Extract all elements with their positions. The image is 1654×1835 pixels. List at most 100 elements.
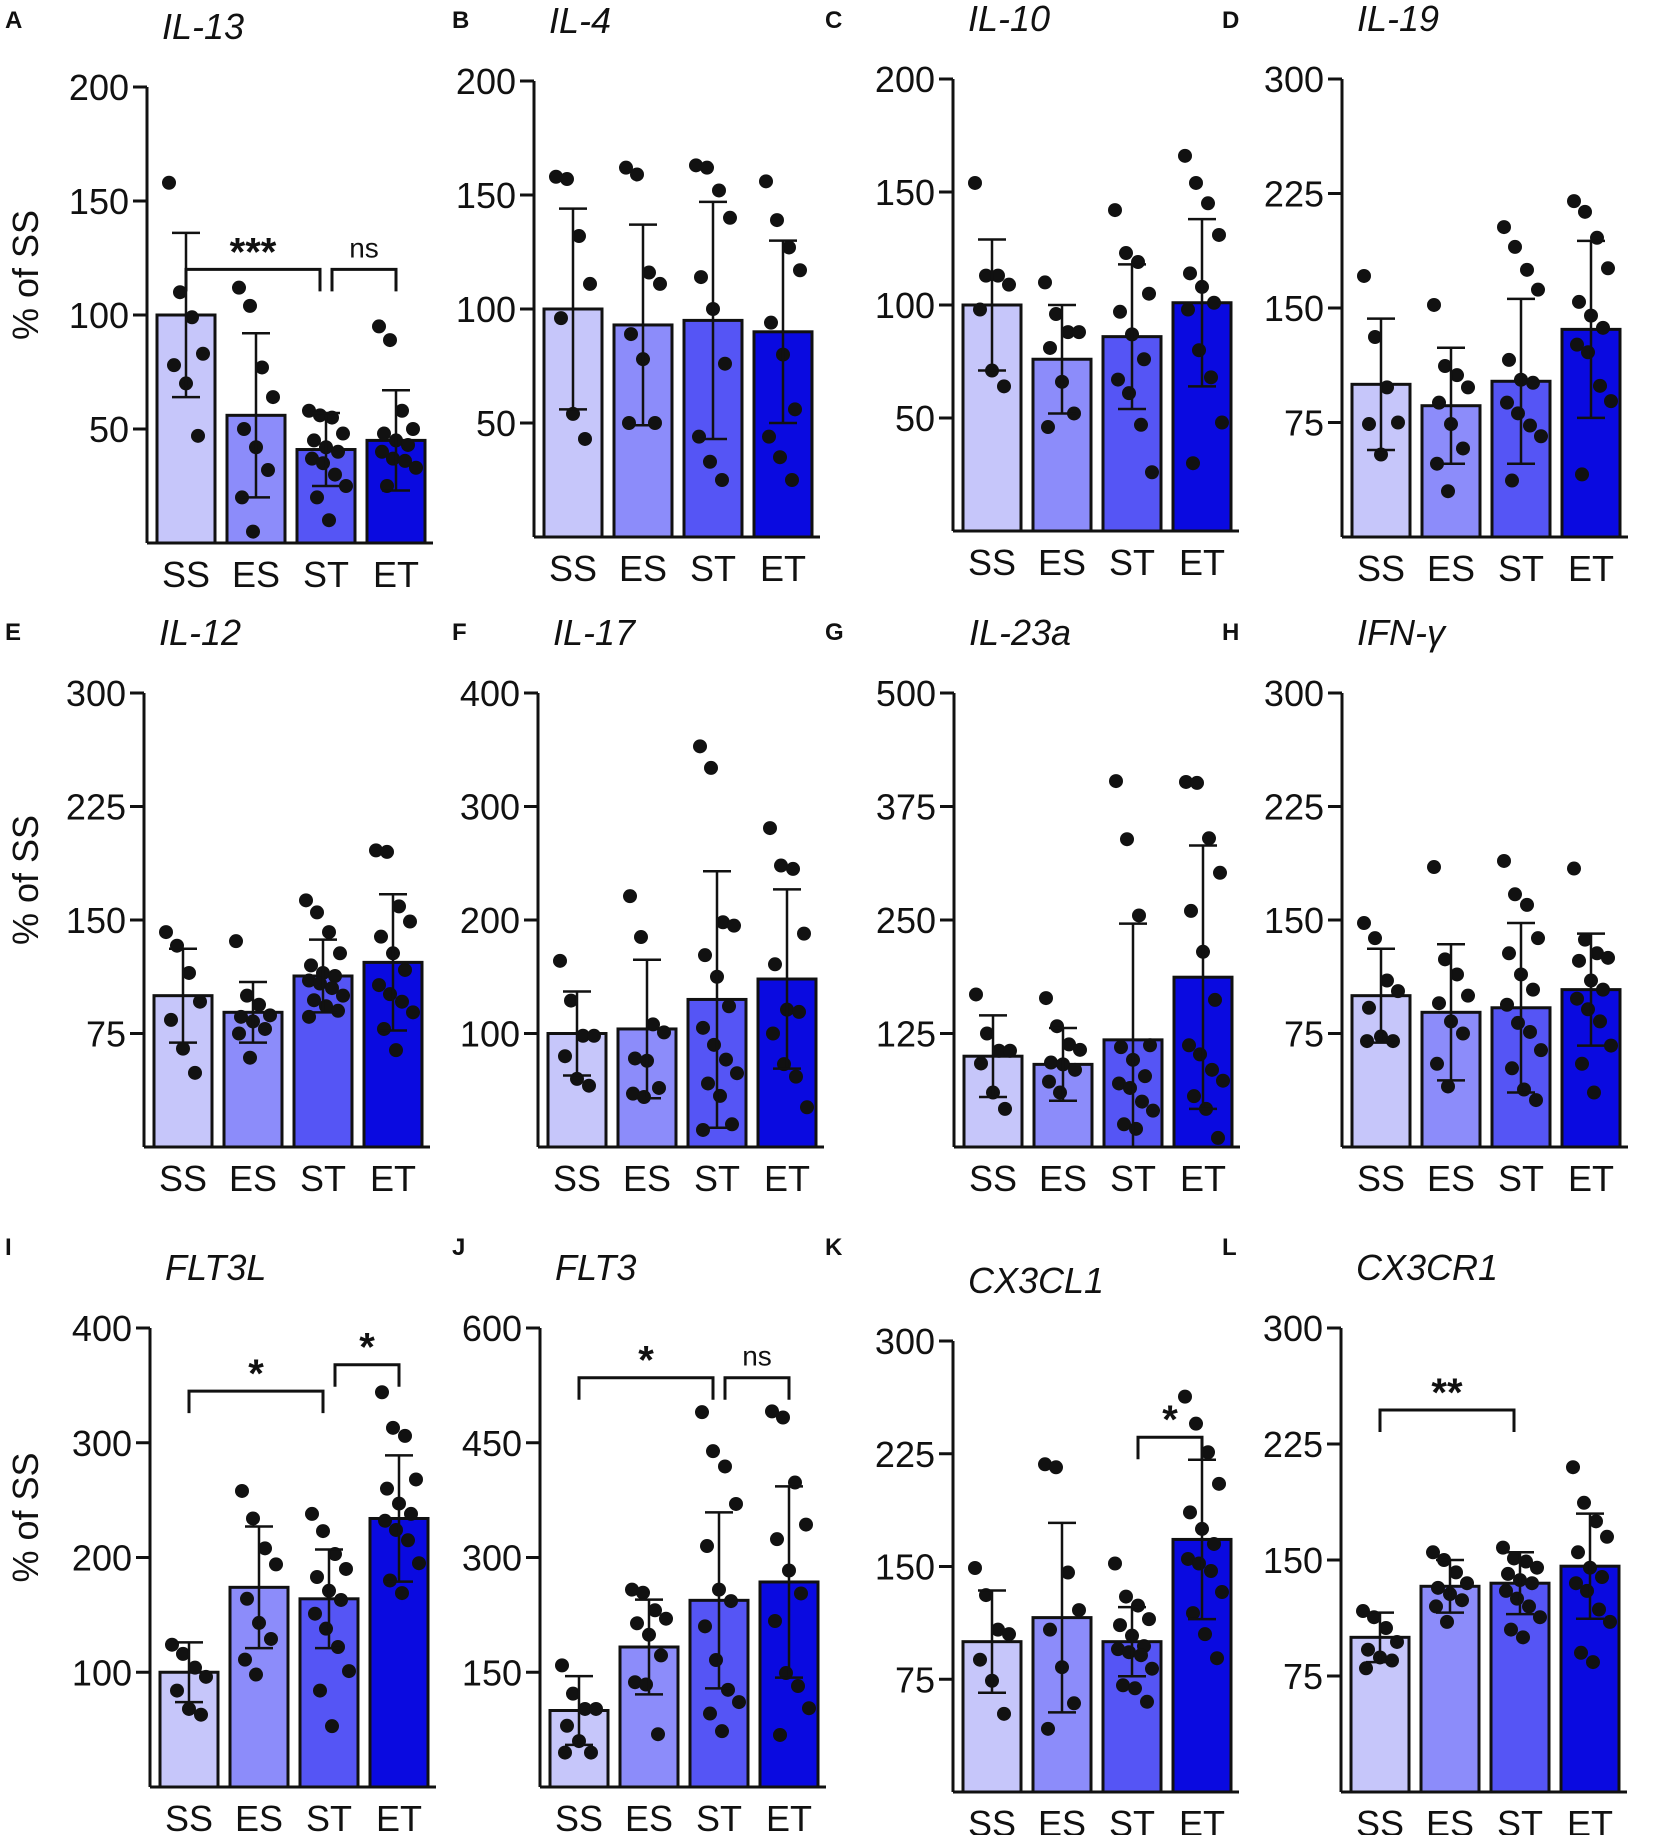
y-tick-label: 300 [72,1423,132,1464]
data-point [1041,420,1055,435]
significance-label: * [1162,1398,1178,1442]
data-point [1580,1583,1594,1598]
significance-bracket [184,267,322,292]
data-point [328,467,342,482]
data-point [406,422,420,436]
data-point [319,1621,333,1636]
data-point [1131,1598,1145,1613]
data-point [703,1706,717,1721]
data-point [799,1517,813,1532]
data-point [1181,302,1195,317]
significance-label: * [248,1352,264,1396]
data-point [1183,1505,1197,1520]
data-point [1360,1034,1374,1049]
data-point [336,988,350,1003]
y-tick-label: 75 [86,1014,126,1055]
data-point [703,454,717,469]
data-point [694,270,708,285]
data-point [1429,1599,1443,1614]
data-point [1519,1554,1533,1569]
panel-title: FLT3L [165,1247,266,1288]
data-point [625,1582,639,1597]
data-point [1207,1536,1221,1551]
significance-bracket [577,1376,715,1400]
x-tick-label: ST [696,1798,742,1835]
data-point [235,1483,249,1498]
data-point [401,1533,415,1548]
data-point [732,1695,746,1710]
data-point [409,1472,423,1487]
panel-letter: D [1222,7,1239,34]
data-point [730,1066,744,1081]
data-point [1109,774,1123,789]
data-point [333,946,347,961]
data-point [305,1506,319,1521]
data-point [302,973,316,988]
data-point [789,1069,803,1084]
data-point [1517,1082,1531,1097]
y-tick-label: 150 [1264,900,1324,941]
data-point [564,993,578,1008]
data-point [698,1619,712,1634]
data-point [578,1701,592,1716]
data-point [331,1003,345,1018]
y-tick-label: 400 [72,1308,132,1349]
data-point [258,1021,272,1036]
data-point [1111,1642,1125,1657]
data-point [1039,991,1053,1006]
x-tick-label: SS [968,542,1016,583]
panel-title: IL-13 [162,6,244,47]
x-tick-label: ES [625,1798,673,1835]
data-point [1511,1015,1525,1030]
y-tick-label: 150 [875,1547,935,1588]
data-point [704,760,718,775]
data-point [182,1701,196,1716]
data-point [380,844,394,859]
data-point [639,1677,653,1692]
x-tick-label: SS [1357,1158,1405,1199]
x-tick-label: ST [300,1158,346,1199]
y-tick-label: 225 [1264,787,1324,828]
data-point [1042,1074,1056,1089]
data-point [974,1056,988,1071]
data-point [991,1622,1005,1637]
data-point [1143,1038,1157,1053]
data-point [1461,380,1475,395]
y-tick-label: 75 [1283,1656,1323,1697]
data-point [1426,1545,1440,1560]
data-point [1391,415,1405,430]
x-tick-label: ST [1498,1158,1544,1199]
y-tick-label: 225 [875,1434,935,1475]
data-point [973,302,987,317]
data-point [762,429,776,444]
data-point [1184,903,1198,918]
data-point [1511,406,1525,421]
data-point [560,1718,574,1733]
data-point [718,1459,732,1474]
data-point [652,1080,666,1095]
data-point [572,229,586,244]
y-tick-label: 100 [460,1014,520,1055]
data-point [406,1005,420,1020]
data-point [1587,1085,1601,1100]
panel-h: H IFN-γ 75 150 225 300 SS ES ST ET [1222,612,1628,1199]
data-point [316,1524,330,1539]
data-point [558,1745,572,1760]
data-point [392,899,406,914]
data-point [325,1719,339,1734]
data-point [1456,1026,1470,1041]
data-point [706,1444,720,1459]
data-point [997,379,1011,394]
x-tick-label: ET [766,1798,812,1835]
data-point [1526,375,1540,390]
data-point [793,263,807,278]
y-tick-label: 300 [460,787,520,828]
panel-title: IL-19 [1357,0,1439,39]
data-point [165,1637,179,1652]
data-point [1049,307,1063,322]
data-point [768,1613,782,1628]
x-tick-label: ES [1038,1803,1086,1835]
data-point [773,1727,787,1742]
data-point [1050,1019,1064,1034]
data-point [1186,456,1200,471]
